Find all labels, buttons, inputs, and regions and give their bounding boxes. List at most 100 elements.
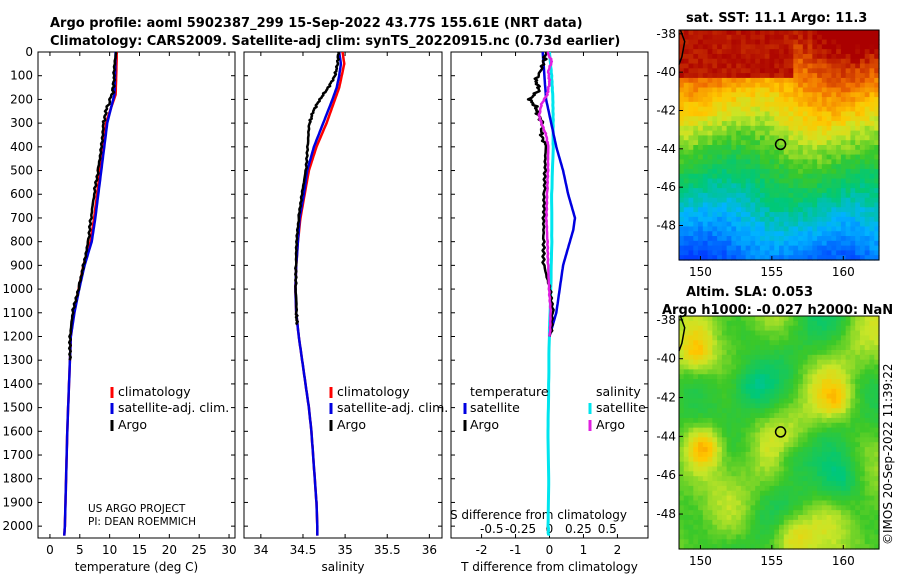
- map-cell: [764, 125, 771, 132]
- map-cell: [717, 125, 723, 132]
- y-tick-label: 200: [10, 92, 33, 106]
- map-cell: [693, 335, 699, 341]
- map-cell: [740, 359, 747, 366]
- map-cell: [774, 168, 780, 175]
- map-cell: [836, 330, 842, 337]
- map-cell: [702, 374, 709, 380]
- map-cell: [793, 519, 799, 526]
- map-cell: [774, 82, 780, 89]
- map-cell: [769, 159, 775, 165]
- map-cell: [769, 87, 775, 93]
- map-cell: [821, 345, 828, 351]
- map-cell: [821, 53, 828, 60]
- map-cell: [717, 476, 723, 482]
- map-cell: [759, 39, 766, 45]
- map-cell: [750, 534, 756, 540]
- map-cell: [855, 121, 861, 127]
- map-cell: [831, 529, 837, 536]
- map-cell: [783, 515, 790, 521]
- map-cell: [726, 456, 732, 463]
- map-cell: [679, 39, 685, 45]
- map-cell: [831, 398, 837, 404]
- map-cell: [793, 495, 799, 502]
- map-cell: [688, 231, 694, 237]
- map-cell: [679, 168, 685, 175]
- map-cell: [702, 192, 709, 199]
- map-cell: [798, 183, 804, 189]
- map-cell: [817, 539, 823, 545]
- map-cell: [717, 212, 723, 218]
- map-cell: [845, 159, 852, 165]
- map-cell: [855, 140, 861, 146]
- map-cell: [788, 226, 794, 232]
- map-cell: [850, 164, 856, 170]
- map-cell: [826, 432, 832, 438]
- map-cell: [707, 34, 713, 41]
- map-cell: [779, 330, 785, 337]
- map-cell: [812, 53, 818, 60]
- map-cell: [688, 140, 694, 146]
- map-cell: [731, 490, 737, 497]
- map-cell: [855, 481, 861, 487]
- map-cell: [731, 173, 737, 180]
- map-cell: [745, 106, 752, 113]
- map-cell: [764, 349, 771, 356]
- map-cell: [755, 236, 761, 242]
- map-cell: [807, 471, 813, 477]
- map-cell: [859, 359, 866, 366]
- map-cell: [783, 39, 790, 45]
- map-cell: [745, 149, 752, 156]
- map-cell: [836, 490, 842, 497]
- map-cell: [859, 529, 866, 536]
- map-cell: [807, 63, 813, 69]
- x-tick-label: 25: [192, 543, 207, 557]
- map-cell: [731, 349, 737, 356]
- map-cell: [740, 466, 747, 472]
- map-cell: [855, 82, 861, 89]
- map-cell: [736, 236, 742, 242]
- map-cell: [821, 383, 828, 390]
- map-cell: [721, 364, 728, 370]
- map-cell: [731, 164, 737, 170]
- map-cell: [812, 539, 818, 545]
- map-cell: [679, 130, 685, 137]
- map-cell: [731, 245, 737, 252]
- map-cell: [840, 422, 847, 429]
- map-cell: [859, 145, 866, 151]
- map-cell: [840, 44, 847, 50]
- map-cell: [774, 164, 780, 170]
- map-cell: [726, 495, 732, 502]
- map-cell: [731, 369, 737, 375]
- map-cell: [731, 106, 737, 113]
- map-cell: [736, 178, 742, 184]
- map-cell: [736, 335, 742, 341]
- map-cell: [793, 231, 799, 237]
- map-cell: [783, 255, 790, 261]
- map-cell: [769, 58, 775, 65]
- map-cell: [802, 369, 809, 375]
- map-cell: [726, 106, 732, 113]
- map-cell: [831, 207, 837, 213]
- map-cell: [740, 197, 747, 204]
- map-cell: [793, 471, 799, 477]
- map-cell: [679, 255, 685, 261]
- map-cell: [769, 226, 775, 232]
- map-cell: [845, 369, 852, 375]
- map-cell: [707, 447, 713, 453]
- map-cell: [702, 539, 709, 545]
- map-cell: [812, 106, 818, 113]
- map-cell: [712, 519, 718, 526]
- map-cell: [836, 44, 842, 50]
- map-cell: [840, 519, 847, 526]
- map-cell: [821, 226, 828, 232]
- map-cell: [745, 510, 752, 516]
- map-cell: [798, 231, 804, 237]
- map-cell: [698, 178, 704, 184]
- map-cell: [750, 240, 756, 247]
- map-cell: [750, 154, 756, 160]
- map-cell: [755, 226, 761, 232]
- map-cell: [726, 490, 732, 497]
- map-cell: [836, 325, 842, 332]
- map-cell: [683, 447, 690, 453]
- map-cell: [702, 135, 709, 141]
